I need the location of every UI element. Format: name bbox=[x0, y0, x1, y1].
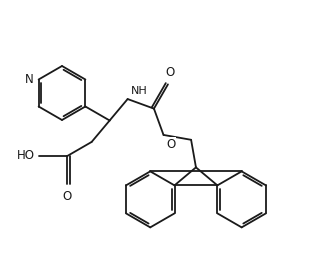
Text: O: O bbox=[63, 190, 72, 203]
Text: NH: NH bbox=[131, 86, 147, 96]
Text: O: O bbox=[165, 66, 175, 79]
Text: O: O bbox=[167, 138, 176, 151]
Text: HO: HO bbox=[17, 150, 34, 162]
Text: N: N bbox=[25, 73, 34, 86]
